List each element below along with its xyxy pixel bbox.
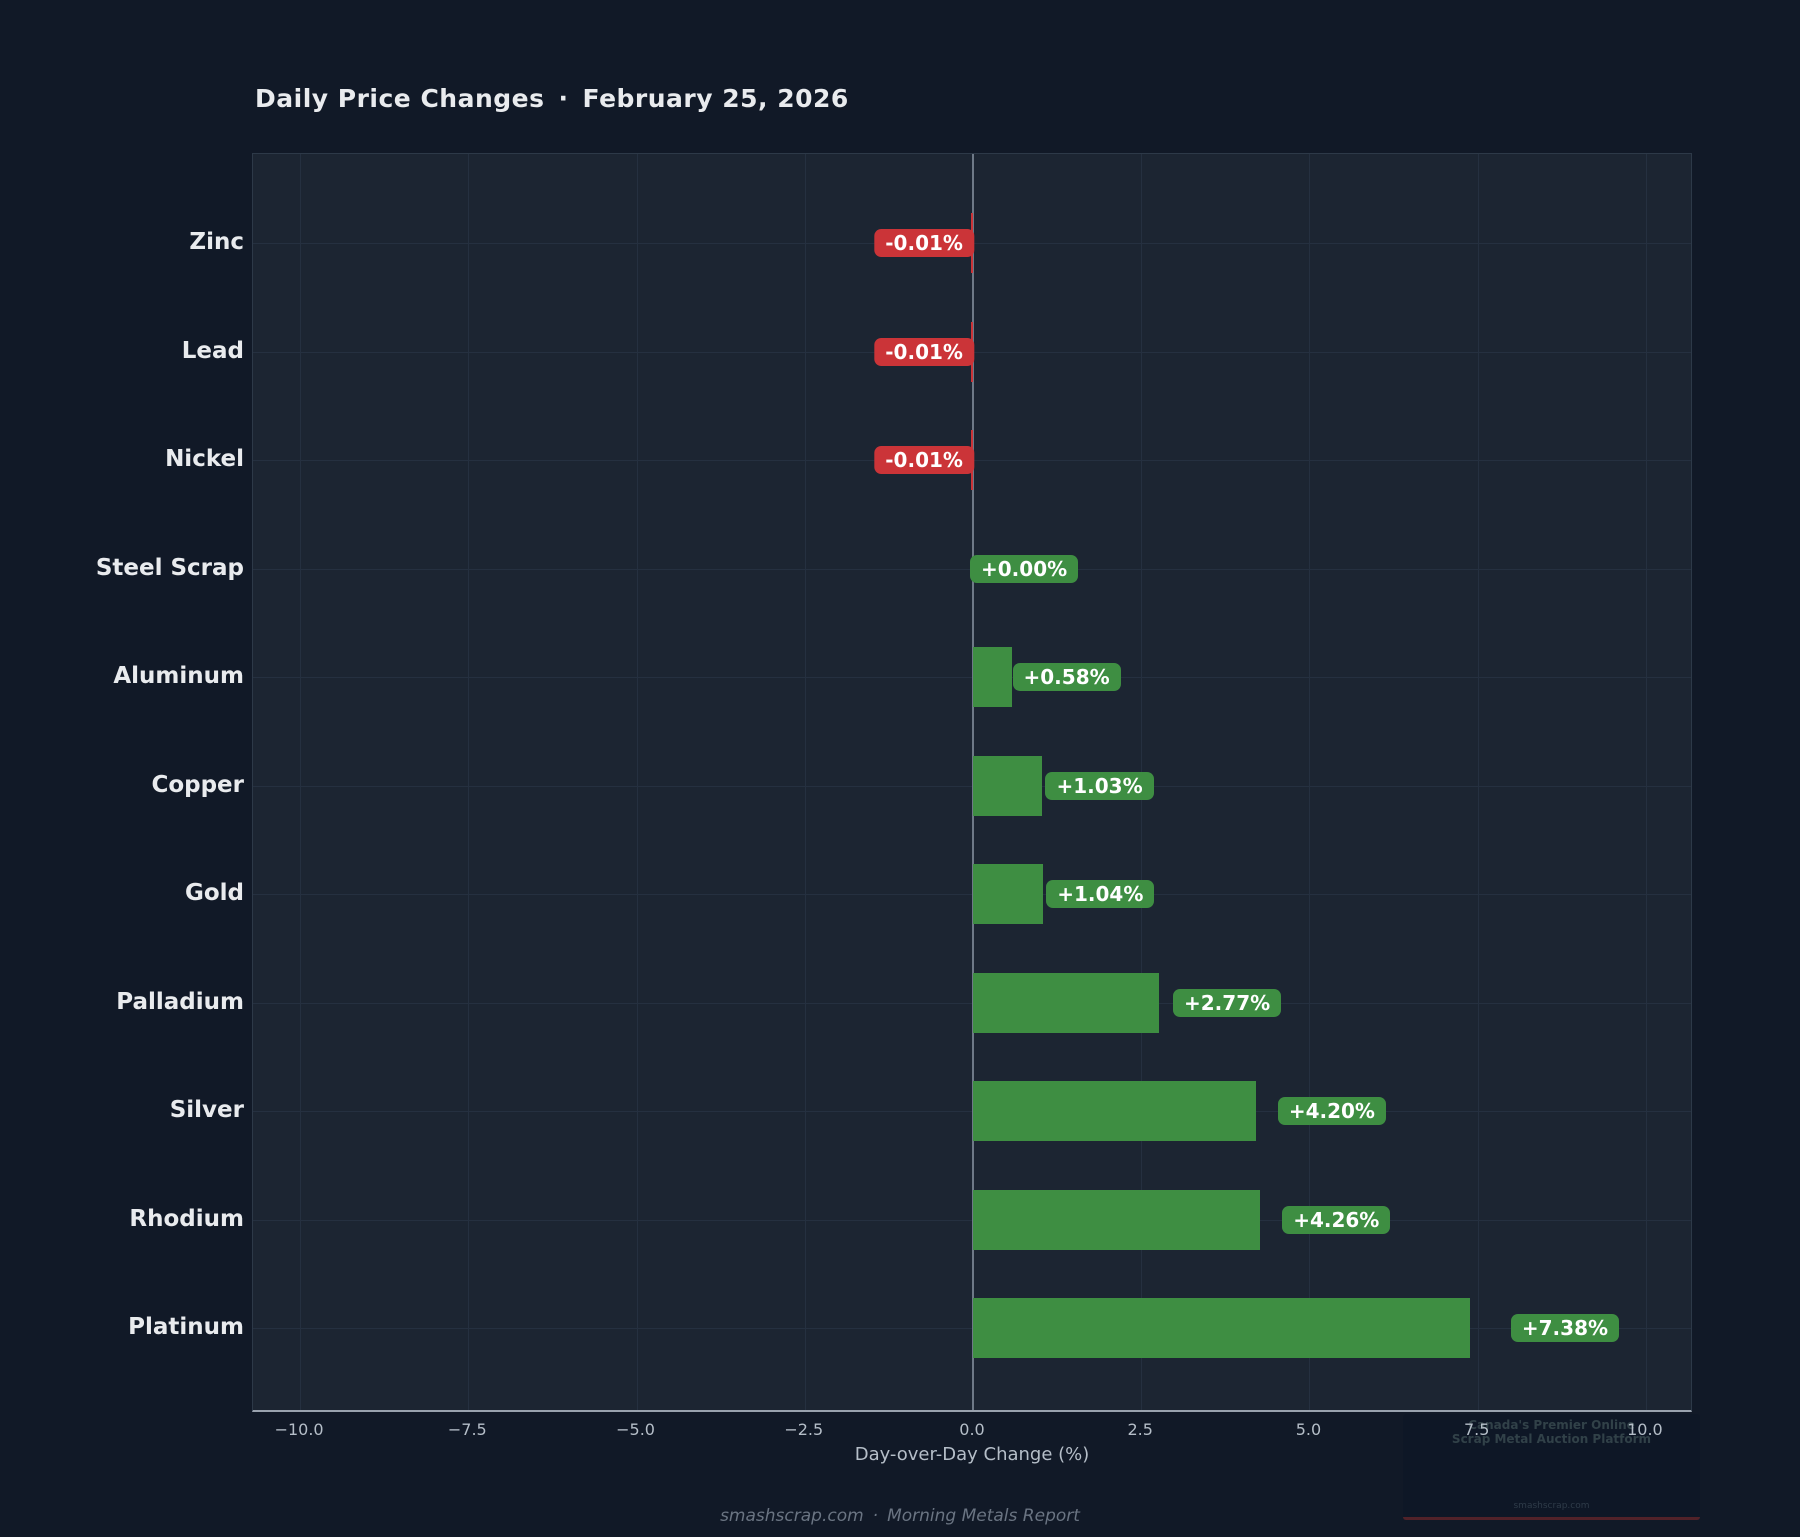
chart-title-date: February 25, 2026: [582, 84, 849, 113]
watermark-site-text: smashscrap.com: [1513, 1501, 1590, 1511]
y-label-rhodium: Rhodium: [129, 1205, 244, 1232]
value-label-gold: +1.04%: [1046, 880, 1155, 908]
x-tick-label: −5.0: [616, 1420, 655, 1439]
gridline-vertical: [804, 154, 806, 1410]
x-tick-label: 0.0: [959, 1420, 985, 1439]
value-label-lead: -0.01%: [874, 337, 974, 366]
bar-palladium: [973, 972, 1160, 1033]
value-label-aluminum: +0.58%: [1012, 663, 1121, 691]
value-label-nickel: -0.01%: [874, 446, 974, 474]
bar-gold: [973, 864, 1043, 924]
watermark-tagline-line2: Scrap Metal Auction Platform: [1451, 1432, 1652, 1446]
x-axis-label: Day-over-Day Change (%): [854, 1444, 1090, 1465]
x-tick-label: 2.5: [1127, 1420, 1153, 1439]
y-label-nickel: Nickel: [165, 446, 244, 472]
y-label-zinc: Zinc: [189, 229, 244, 255]
chart-title: Daily Price Changes · February 25, 2026: [255, 84, 849, 113]
footer-credit: smashscrap.com · Morning Metals Report: [720, 1506, 1080, 1526]
footer-separator-dot: ·: [872, 1506, 879, 1526]
y-label-platinum: Platinum: [128, 1314, 244, 1340]
watermark-card: Canada's Premier Online Scrap Metal Auct…: [1403, 1414, 1700, 1520]
x-tick-label: 5.0: [1295, 1420, 1322, 1439]
bar-rhodium: [973, 1189, 1260, 1250]
watermark-tagline-line1: Canada's Premier Online: [1468, 1418, 1635, 1432]
footer-site: smashscrap.com: [720, 1506, 864, 1526]
value-label-steel-scrap: +0.00%: [970, 554, 1079, 583]
plot-area: -0.01% -0.01% -0.01% +0.00% +0.58% +1.03% +1.0…: [252, 153, 1692, 1412]
bar-platinum: [973, 1298, 1470, 1358]
gridline-vertical: [300, 154, 302, 1410]
y-label-steel-scrap: Steel Scrap: [95, 554, 244, 581]
y-label-palladium: Palladium: [116, 988, 244, 1015]
value-label-platinum: +7.38%: [1510, 1314, 1620, 1342]
y-label-gold: Gold: [184, 880, 244, 906]
gridline-vertical: [468, 154, 470, 1410]
y-label-copper: Copper: [151, 771, 244, 798]
y-label-aluminum: Aluminum: [113, 663, 244, 689]
bar-silver: [973, 1081, 1256, 1141]
footer-report: Morning Metals Report: [887, 1506, 1080, 1526]
gridline-vertical: [1477, 154, 1479, 1410]
bar-copper: [973, 755, 1043, 816]
y-label-silver: Silver: [169, 1097, 244, 1123]
title-separator-dot: ·: [558, 84, 569, 113]
value-label-silver: +4.20%: [1277, 1097, 1386, 1125]
value-label-rhodium: +4.26%: [1282, 1205, 1391, 1234]
gridline-vertical: [1645, 154, 1647, 1410]
value-label-palladium: +2.77%: [1173, 988, 1282, 1017]
gridline-vertical: [636, 154, 638, 1410]
value-label-zinc: -0.01%: [874, 229, 974, 257]
y-label-lead: Lead: [181, 337, 244, 364]
chart-title-main: Daily Price Changes: [255, 84, 545, 113]
x-tick-label: 7.5: [1463, 1420, 1490, 1439]
x-tick-label: −7.5: [447, 1420, 487, 1439]
bar-aluminum: [973, 647, 1013, 707]
x-tick-label: −10.0: [274, 1420, 324, 1439]
value-label-copper: +1.03%: [1045, 771, 1154, 800]
gridline-vertical: [1309, 154, 1311, 1410]
x-tick-label: 10.0: [1627, 1420, 1663, 1439]
x-tick-label: −2.5: [784, 1420, 824, 1439]
